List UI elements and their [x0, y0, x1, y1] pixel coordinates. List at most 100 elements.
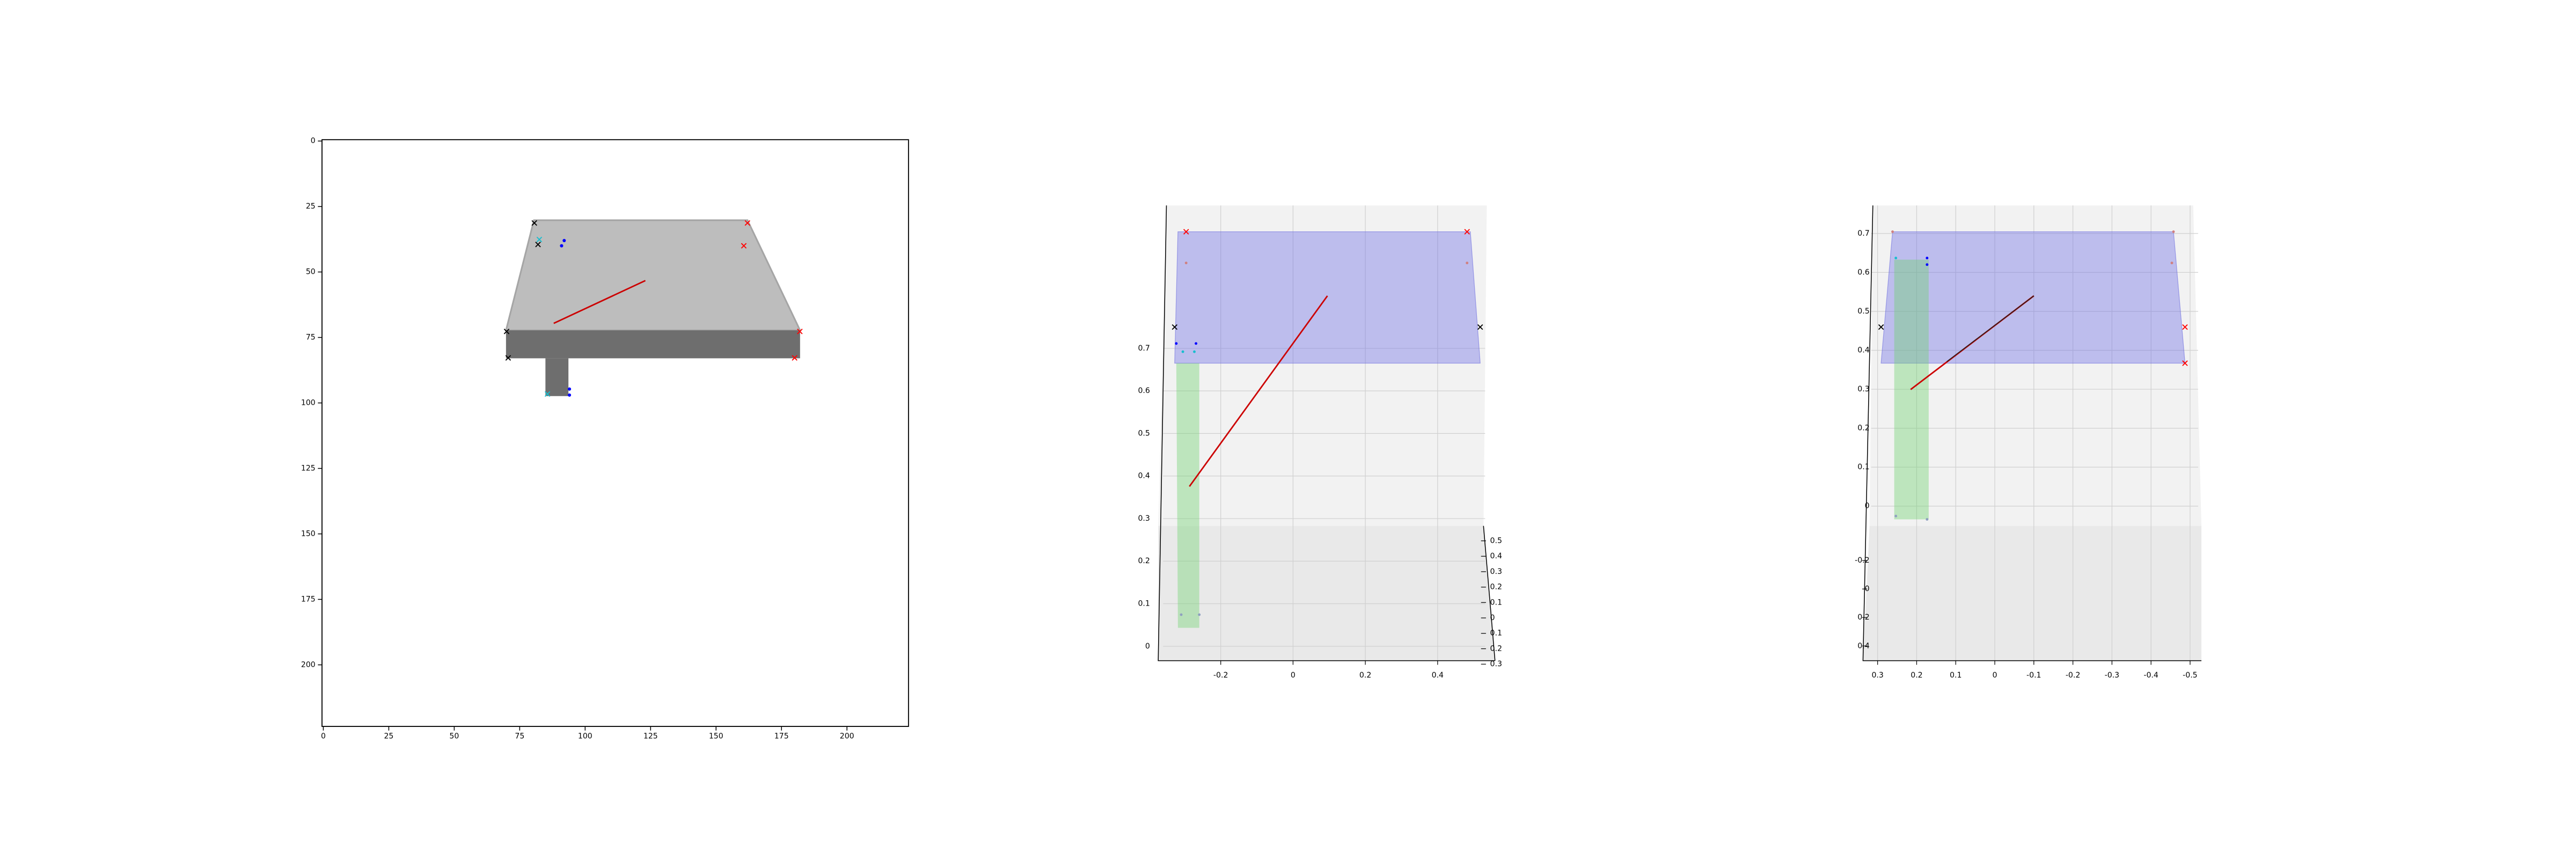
z-tick-label: 0.3	[1138, 514, 1150, 523]
back-pane	[1869, 205, 2202, 526]
floor-pane	[1158, 526, 1495, 661]
z-tick-label: 0.1	[1138, 599, 1150, 608]
y-tick-label: 0.3	[1490, 660, 1502, 668]
x-tick-label: 100	[578, 732, 592, 740]
z-tick-label: 0.2	[1138, 557, 1150, 565]
marker	[741, 243, 747, 249]
marker	[1466, 261, 1469, 265]
floor-pane	[1863, 526, 2202, 661]
marker	[1193, 350, 1196, 353]
marker	[1926, 263, 1929, 266]
z-tick-label: 0	[1145, 642, 1150, 651]
z-tick-label: 0.6	[1857, 268, 1869, 276]
x-tick-label: -0.2	[1213, 671, 1228, 680]
marker	[792, 355, 797, 361]
y-tick-label: 175	[301, 595, 316, 603]
x-tick-label: 0.1	[1950, 671, 1962, 680]
z-tick-label: 0.6	[1138, 387, 1150, 395]
z-tick-label: 0.7	[1138, 344, 1150, 353]
y-tick-label: 50	[306, 268, 316, 276]
table-top	[504, 219, 802, 331]
y-tick-label: 25	[306, 202, 316, 211]
marker	[744, 220, 751, 226]
3d-panel: -0.2 0 0.2 0.4 0 0.1 0.2 0.3 0.4 0.5 0.6 0.7 0.5 0.4 0…	[1138, 205, 1502, 680]
x-tick-label: 0.4	[1432, 671, 1444, 680]
table-leg-surface	[1176, 363, 1199, 628]
marker	[560, 244, 564, 247]
marker	[2170, 261, 2174, 265]
marker	[1180, 613, 1183, 616]
marker	[1175, 342, 1178, 345]
y-tick-label: 100	[301, 399, 316, 407]
marker	[1926, 257, 1929, 260]
x-tick-label: -0.1	[2026, 671, 2041, 680]
marker	[562, 238, 566, 243]
z-tick-label: 0.1	[1857, 463, 1869, 471]
axis-line	[1483, 526, 1496, 661]
x-tick-label: 175	[774, 732, 789, 740]
grid	[1871, 205, 2198, 661]
marker	[1464, 229, 1470, 235]
y-tick-label: 0	[1865, 585, 1870, 593]
grid	[1163, 205, 1485, 661]
y-tick-label: 200	[301, 660, 316, 669]
marker	[1878, 324, 1884, 330]
table-front	[506, 330, 800, 359]
marker	[536, 236, 543, 243]
y-tick-label: 0.3	[1490, 567, 1502, 576]
z-tick-label: 0.4	[1138, 472, 1150, 481]
x-tick-label: -0.2	[2066, 671, 2080, 680]
marker	[1926, 518, 1929, 521]
x-tick-label: -0.3	[2105, 671, 2119, 680]
z-tick-label: 0.2	[1857, 424, 1869, 433]
marker	[2182, 360, 2188, 366]
x-tick-label: 125	[643, 732, 658, 740]
markers	[1172, 229, 1483, 616]
x-tick-label: 0	[1291, 671, 1296, 680]
marker	[2182, 324, 2188, 330]
z-tick-label: 0.5	[1138, 429, 1150, 438]
marker	[1181, 350, 1184, 353]
x-tick-label: 0	[1993, 671, 1997, 680]
marker	[1184, 261, 1188, 265]
y-tick-label: 150	[301, 529, 316, 538]
axis-lines	[1158, 205, 1495, 661]
y-tick-label: 0.4	[1490, 552, 1502, 560]
x-tick-label: 0.3	[1871, 671, 1883, 680]
marker	[1477, 324, 1483, 330]
table-top-surface	[1174, 231, 1481, 364]
marker	[1891, 230, 1894, 234]
y-tick-label: 0.2	[1857, 613, 1869, 622]
axes-frame	[321, 139, 909, 727]
x-tick-label: 50	[449, 732, 459, 740]
y-tick-label: 0	[1490, 614, 1495, 622]
x-tick-label: 75	[515, 732, 524, 740]
z-tick-label: 0.7	[1857, 229, 1869, 238]
y-tick-label: 0.2	[1490, 644, 1502, 653]
x-tick-label: -0.4	[2143, 671, 2158, 680]
marker	[535, 242, 541, 247]
z-tick-label: 0.4	[1857, 346, 1869, 355]
marker	[567, 393, 572, 397]
z-tick-label: 0.3	[1857, 385, 1869, 394]
image-panel: 0 25 50 75 100 125 150 175 200 0 25 50 75 100 125 150 17…	[301, 137, 909, 740]
marker	[1195, 342, 1198, 345]
x-tick-label: -0.5	[2183, 671, 2197, 680]
z-tick-label: 0.5	[1857, 307, 1869, 316]
marker	[531, 220, 537, 226]
z-tick-label: 0	[1865, 502, 1870, 511]
y-tick-label: 0	[311, 137, 316, 145]
marker	[2172, 230, 2175, 234]
y-tick-label: 125	[301, 464, 316, 472]
marker	[503, 329, 510, 334]
direction-line-overlay	[1946, 295, 2035, 362]
y-tick-label: -0.2	[1855, 556, 1869, 565]
marker	[544, 391, 551, 397]
direction-line	[1189, 295, 1328, 487]
plot-area	[503, 220, 803, 397]
marker	[567, 387, 572, 391]
marker	[1172, 324, 1178, 330]
marker	[1198, 613, 1201, 616]
marker	[1183, 229, 1189, 235]
